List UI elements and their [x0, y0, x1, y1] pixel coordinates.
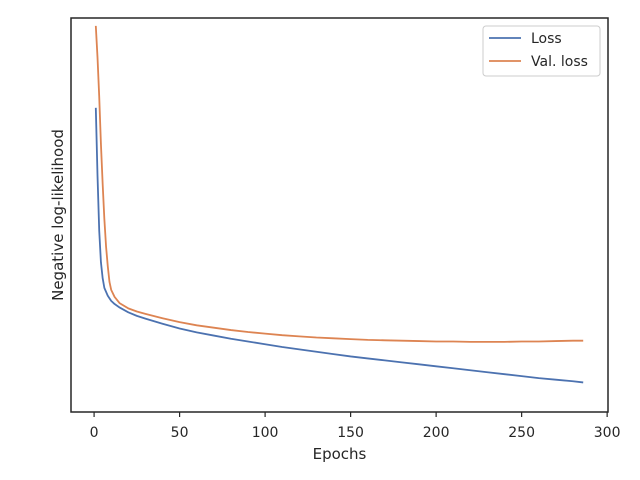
legend-label-loss: Loss: [531, 31, 562, 47]
series-line-loss: [94, 107, 584, 384]
series-line-val-loss: [94, 25, 584, 343]
series-layer: [94, 25, 584, 384]
x-tick-label: 200: [423, 425, 450, 441]
x-tick-label: 300: [594, 425, 621, 441]
plot-area: [70, 17, 609, 413]
x-tick-label: 0: [90, 425, 99, 441]
x-tick-label: 100: [252, 425, 279, 441]
legend: Loss Val. loss: [482, 25, 601, 77]
x-tick-label: 50: [171, 425, 189, 441]
x-tick-label: 150: [337, 425, 364, 441]
legend-label-val-loss: Val. loss: [531, 54, 588, 70]
x-tick-label: 250: [508, 425, 535, 441]
x-axis-label: Epochs: [313, 445, 367, 463]
x-axis-ticks: 0 50 100 150 200 250 300: [90, 412, 621, 441]
y-axis-label: Negative log-likelihood: [49, 129, 67, 301]
